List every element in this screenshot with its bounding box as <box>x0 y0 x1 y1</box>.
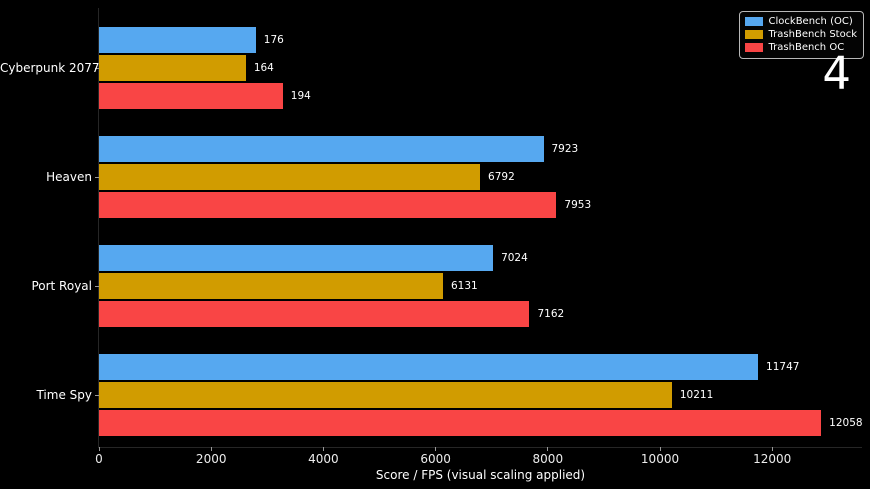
plot-area: 176 164 194 7923 6792 7953 7024 6131 7162 11747 10… <box>95 8 863 451</box>
legend-label: TrashBench OC <box>768 42 845 53</box>
y-tick <box>95 177 99 178</box>
bar-value-label: 6131 <box>450 280 478 292</box>
x-tick <box>659 447 661 451</box>
bar-trashbench-stock <box>99 382 672 408</box>
category-label: Heaven <box>46 170 92 184</box>
bar-value-label: 6792 <box>488 171 515 183</box>
x-tick <box>322 447 324 451</box>
legend-color-swatch <box>744 30 763 39</box>
category-label: Cyberpunk 2077 <box>0 61 100 75</box>
x-tick-label: 4000 <box>308 452 339 466</box>
bar-value-label: 12058 <box>829 417 863 429</box>
x-tick <box>98 447 100 451</box>
corner-number: 4 <box>822 47 851 100</box>
bar-clockbench-oc <box>99 245 494 271</box>
x-tick-label: 0 <box>95 452 103 466</box>
category-label: Time Spy <box>36 388 92 402</box>
bar-value-label: 7162 <box>537 308 565 320</box>
bar-value-label: 194 <box>290 90 311 102</box>
legend-item: TrashBench OC <box>744 41 857 54</box>
category-label: Port Royal <box>31 279 92 293</box>
x-tick-label: 6000 <box>420 452 451 466</box>
bar-value-label: 7953 <box>564 199 592 211</box>
x-tick <box>547 447 549 451</box>
x-axis-label: Score / FPS (visual scaling applied) <box>375 468 586 482</box>
x-tick-label: 10000 <box>640 452 680 466</box>
x-tick <box>435 447 437 451</box>
y-tick <box>95 395 99 396</box>
x-tick-label: 8000 <box>532 452 564 466</box>
bar-value-label: 7024 <box>501 252 528 264</box>
x-axis-spine <box>98 447 862 448</box>
bar-trashbench-oc <box>99 192 557 218</box>
legend-color-swatch <box>744 17 763 26</box>
bar-trashbench-oc <box>99 410 822 436</box>
bar-value-label: 164 <box>253 62 274 74</box>
y-axis-spine <box>98 8 99 447</box>
y-tick <box>95 286 99 287</box>
legend-label: ClockBench (OC) <box>768 16 853 27</box>
legend-item: ClockBench (OC) <box>744 15 857 28</box>
bar-clockbench-oc <box>99 354 759 380</box>
bar-trashbench-stock <box>99 55 246 81</box>
bar-clockbench-oc <box>99 27 256 53</box>
legend: ClockBench (OC) TrashBench Stock TrashBenc… <box>738 11 864 59</box>
legend-item: TrashBench Stock <box>744 28 857 41</box>
bar-trashbench-stock <box>99 164 481 190</box>
legend-color-swatch <box>744 43 763 52</box>
bar-value-label: 7923 <box>551 143 579 155</box>
legend-label: TrashBench Stock <box>768 29 857 40</box>
x-tick <box>771 447 773 451</box>
bar-value-label: 11747 <box>766 361 800 373</box>
bar-trashbench-stock <box>99 273 443 299</box>
x-tick-label: 2000 <box>195 452 227 466</box>
x-tick-label: 12000 <box>753 452 792 466</box>
bar-trashbench-oc <box>99 301 530 327</box>
bar-value-label: 10211 <box>679 389 714 401</box>
bar-value-label: 176 <box>263 34 284 46</box>
bar-trashbench-oc <box>99 83 283 109</box>
bar-clockbench-oc <box>99 136 544 162</box>
x-tick <box>210 447 212 451</box>
y-tick <box>95 68 99 69</box>
